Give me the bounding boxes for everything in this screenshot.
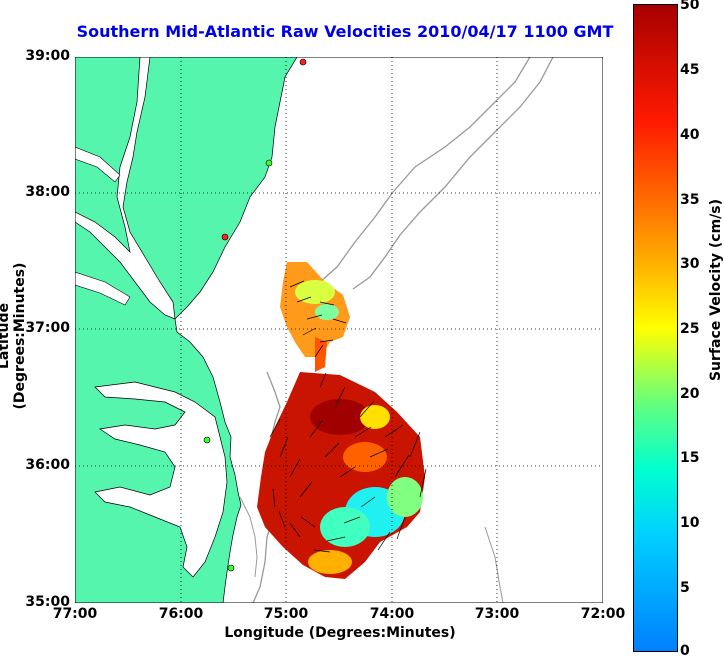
colorbar-tick: 45 xyxy=(680,62,700,78)
station-marker xyxy=(203,436,211,444)
x-tick-label: 76:00 xyxy=(158,606,204,622)
colorbar-tick: 30 xyxy=(680,256,700,272)
x-tick-label: 77:00 xyxy=(52,606,98,622)
x-tick-label: 75:00 xyxy=(263,606,309,622)
colorbar-tick: 5 xyxy=(680,580,690,596)
colorbar-tick: 40 xyxy=(680,127,700,143)
grid-lines xyxy=(75,57,603,603)
chesapeake-bay xyxy=(75,57,176,320)
y-tick-label: 36:00 xyxy=(25,457,70,473)
map-title: Southern Mid-Atlantic Raw Velocities 201… xyxy=(76,22,614,41)
y-tick-label: 35:00 xyxy=(25,594,70,610)
pamlico-sound xyxy=(94,381,228,578)
x-tick-label: 72:00 xyxy=(580,606,626,622)
velocity-arrows xyxy=(269,280,427,553)
colorbar-tick: 15 xyxy=(680,450,700,466)
y-tick-label: 38:00 xyxy=(25,184,70,200)
velocity-field-north xyxy=(280,262,350,357)
map-plot xyxy=(75,57,603,603)
colorbar-tick: 0 xyxy=(680,643,690,659)
y-axis-label: Latitude (Degrees:Minutes) xyxy=(0,262,28,410)
colorbar-tick: 50 xyxy=(680,0,700,13)
y-tick-label: 37:00 xyxy=(25,320,70,336)
colorbar-tick: 25 xyxy=(680,321,700,337)
colorbar-label: Surface Velocity (cm/s) xyxy=(708,198,724,382)
x-axis-label: Longitude (Degrees:Minutes) xyxy=(224,625,456,641)
y-tick-label: 39:00 xyxy=(25,48,70,64)
station-marker xyxy=(221,233,229,241)
colorbar-tick: 35 xyxy=(680,192,700,208)
x-tick-label: 74:00 xyxy=(369,606,415,622)
station-marker xyxy=(265,159,273,167)
station-marker xyxy=(299,58,307,66)
x-tick-label: 73:00 xyxy=(474,606,520,622)
colorbar-tick: 20 xyxy=(680,386,700,402)
colorbar xyxy=(633,4,678,652)
station-marker xyxy=(227,564,235,572)
colorbar-tick: 10 xyxy=(680,515,700,531)
